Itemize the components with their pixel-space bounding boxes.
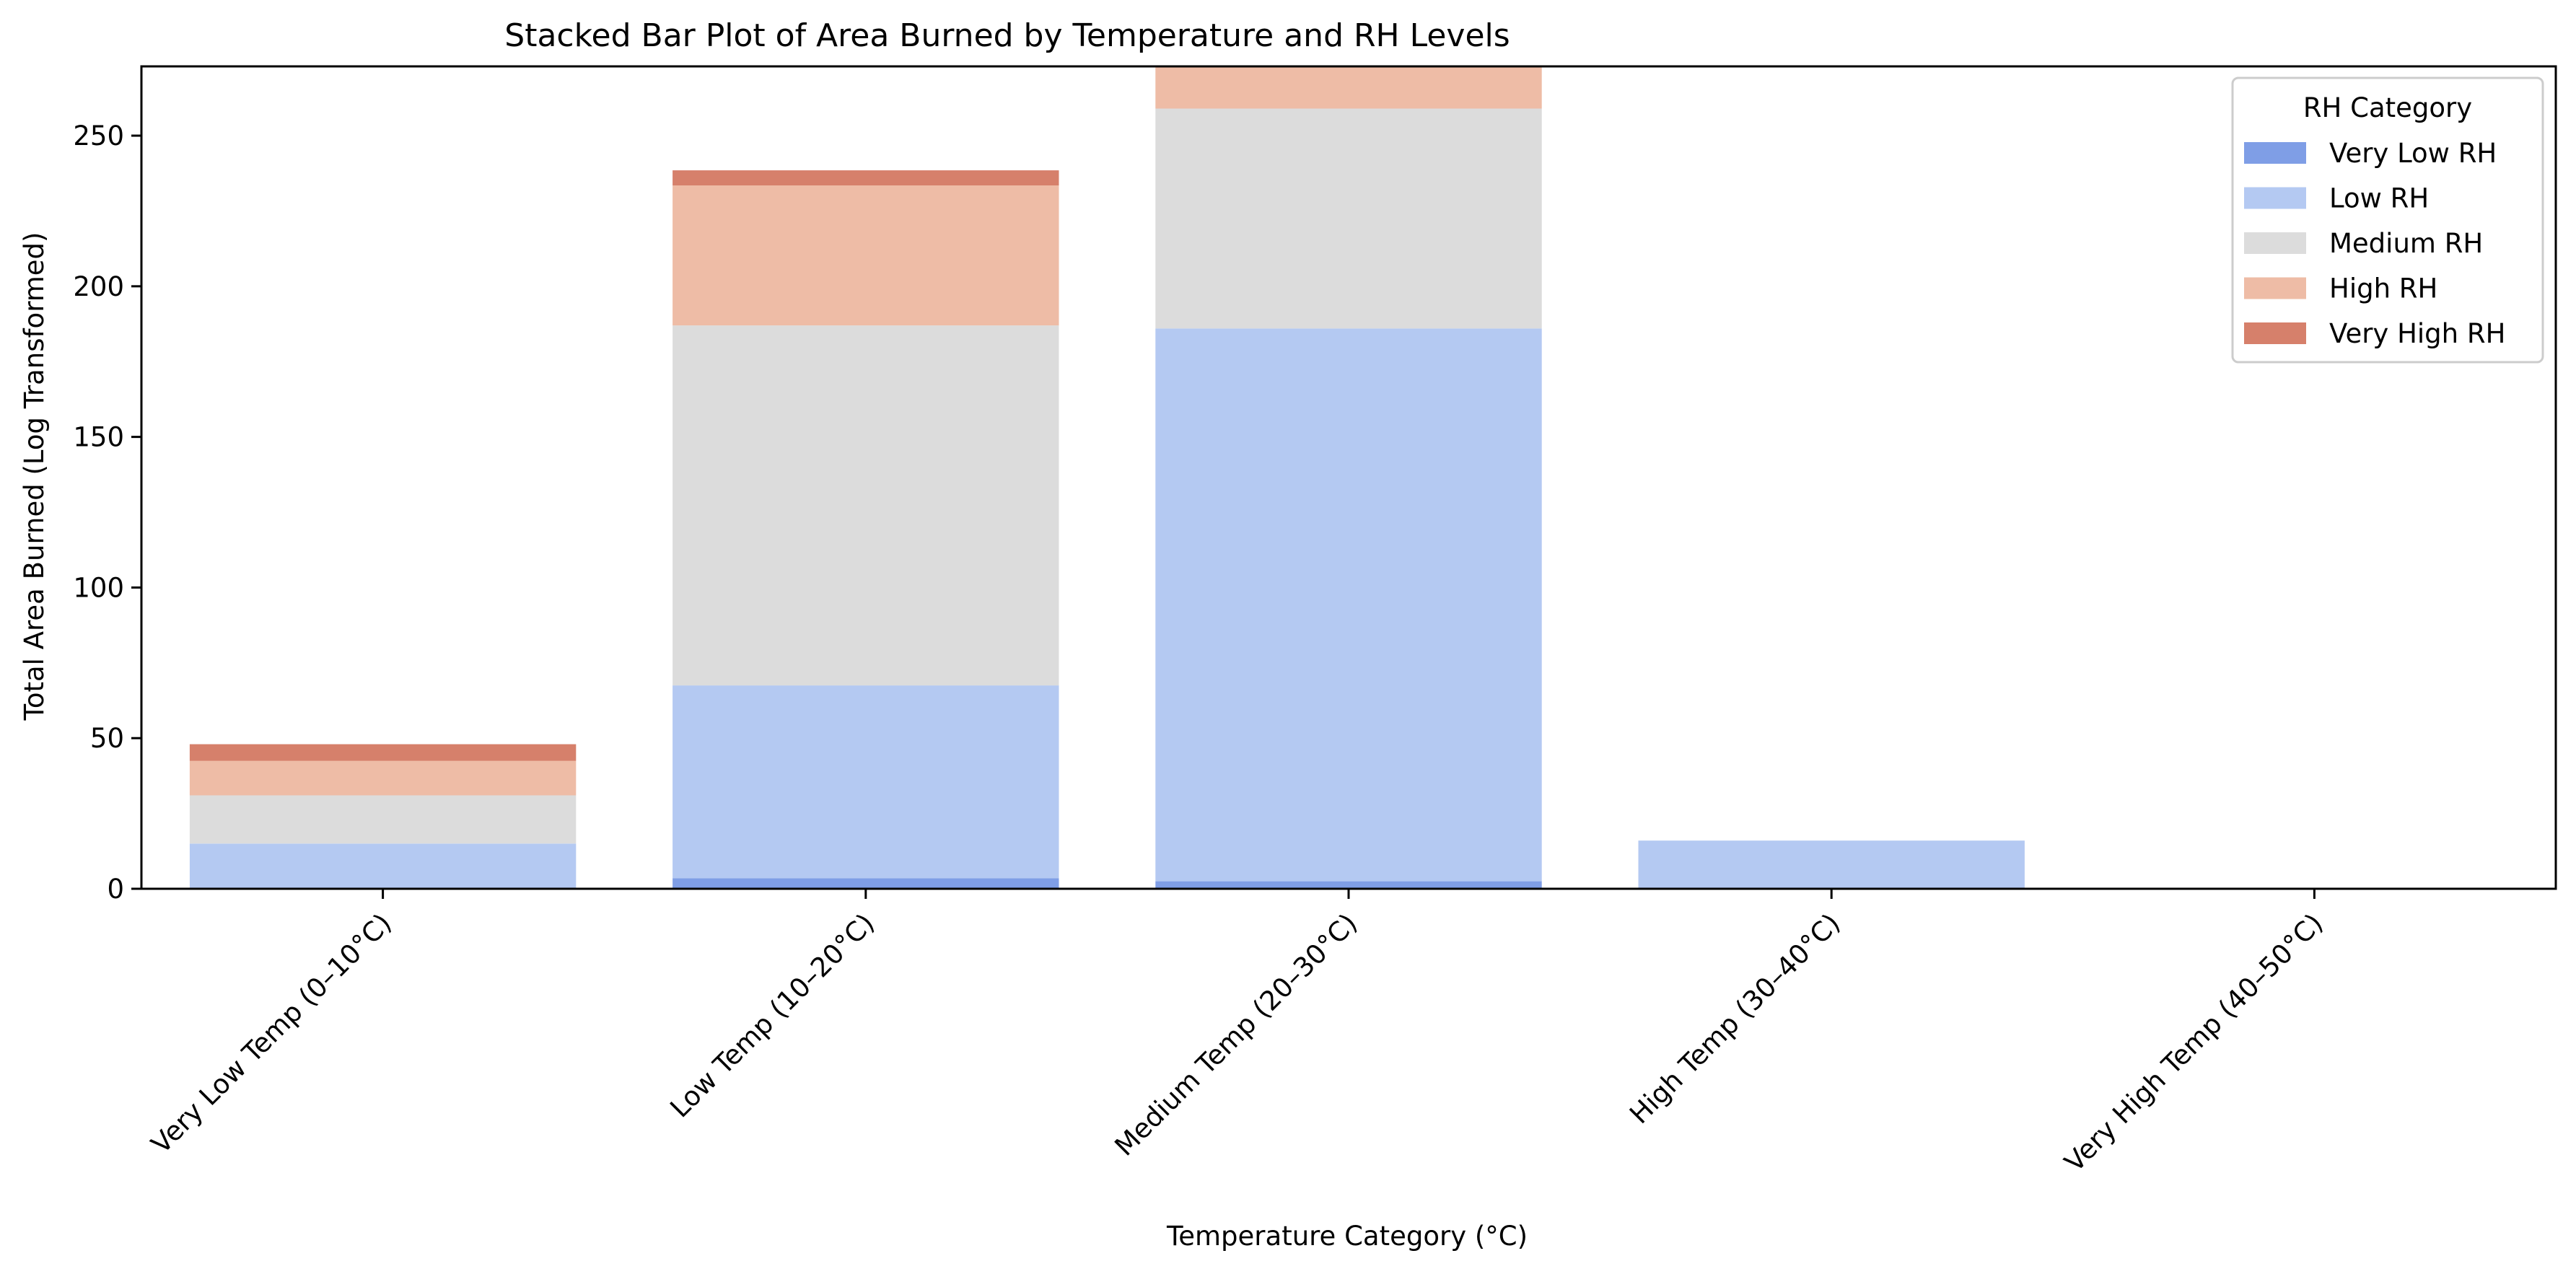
y-axis: 0 50 100 150 200 250	[73, 120, 141, 905]
bar-segment-low-rh-4	[1638, 840, 2025, 889]
bar-segment-very-low-rh-2	[673, 878, 1059, 889]
y-tick-label: 200	[73, 271, 124, 302]
bar-segment-medium-rh-1	[189, 795, 577, 844]
legend-swatch	[2244, 187, 2306, 209]
legend-label: Low RH	[2329, 183, 2429, 214]
y-tick-label: 100	[73, 572, 124, 603]
bar-segment-high-rh-1	[189, 760, 577, 796]
legend-swatch	[2244, 322, 2306, 344]
legend-swatch	[2244, 142, 2306, 164]
legend-entries: Very Low RH Low RH Medium RH High RH Very Hi…	[2244, 138, 2505, 349]
bar-segment-very-low-rh-3	[1155, 881, 1542, 889]
legend-frame	[2231, 76, 2544, 364]
legend-label: High RH	[2329, 273, 2437, 304]
legend-label: Very High RH	[2329, 318, 2505, 349]
y-tick-label: 250	[73, 120, 124, 151]
bar-segment-high-rh-2	[673, 185, 1059, 326]
x-axis-label: Temperature Category (°C)	[1166, 1221, 1528, 1252]
legend-swatch	[2244, 232, 2306, 254]
bar-segment-low-rh-1	[189, 843, 577, 889]
y-tick-label: 50	[90, 723, 124, 754]
bars-layer	[189, 66, 2025, 889]
y-axis-label: Total Area Burned (Log Transformed)	[19, 232, 50, 721]
legend-label: Very Low RH	[2329, 138, 2497, 169]
bar-segment-medium-rh-2	[673, 325, 1059, 686]
bar-segment-low-rh-2	[673, 685, 1059, 879]
chart-title: Stacked Bar Plot of Area Burned by Tempe…	[504, 17, 1510, 54]
bar-segment-high-rh-3	[1155, 66, 1542, 109]
legend-swatch	[2244, 277, 2306, 299]
y-tick-label: 150	[73, 422, 124, 453]
bar-segment-low-rh-3	[1155, 328, 1542, 882]
bar-segment-medium-rh-3	[1155, 108, 1542, 329]
legend-title: RH Category	[2303, 92, 2472, 123]
legend-label: Medium RH	[2329, 228, 2483, 259]
legend: RH Category Very Low RH Low RH Medium RH Hi…	[2231, 76, 2544, 364]
y-tick-label: 0	[107, 874, 124, 905]
bar-segment-very-high-rh-1	[189, 744, 577, 761]
bar-segment-very-high-rh-2	[673, 170, 1059, 185]
